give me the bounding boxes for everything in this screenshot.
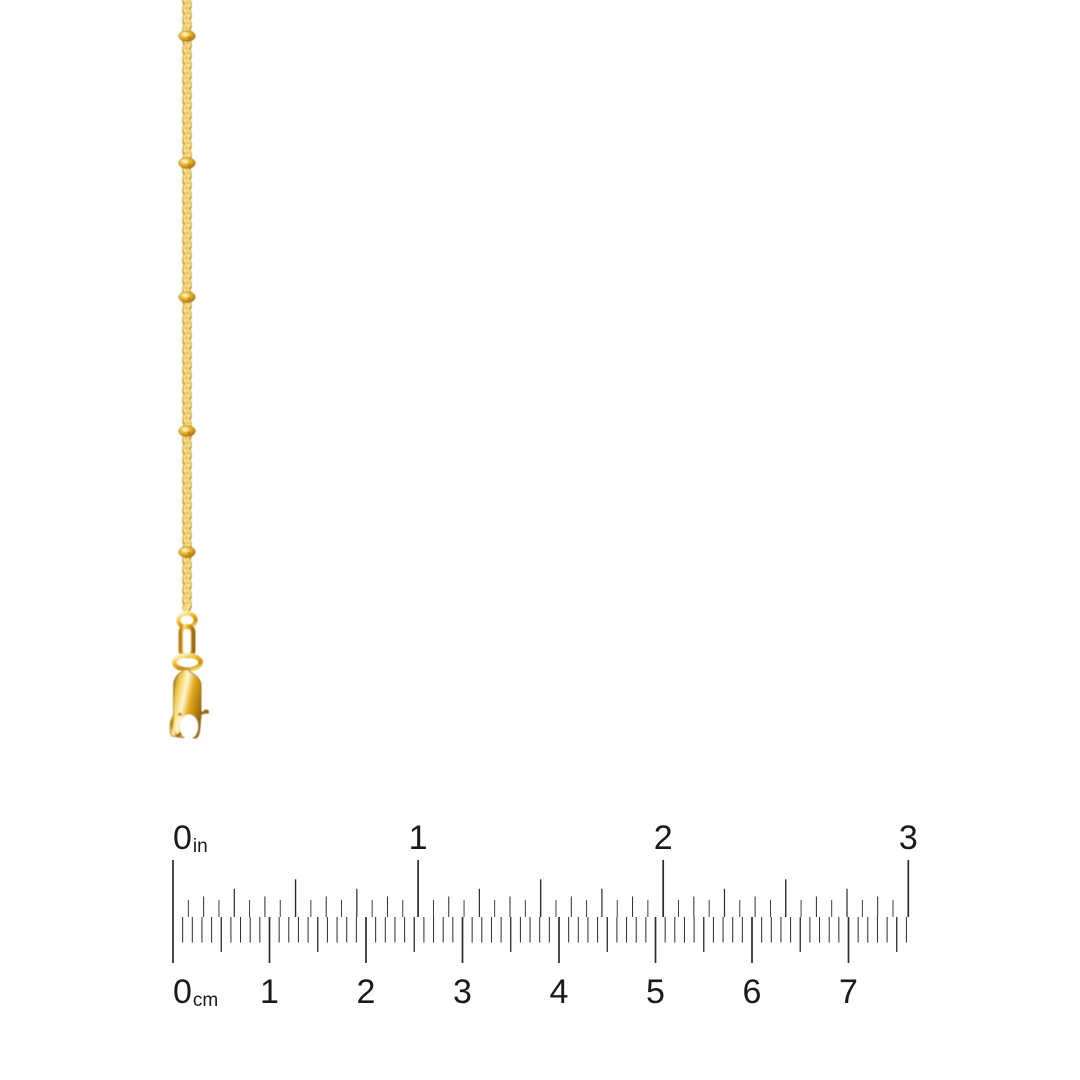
svg-text:1: 1 (260, 973, 279, 1011)
svg-text:0cm: 0cm (173, 973, 218, 1011)
svg-text:2: 2 (357, 973, 376, 1011)
svg-text:5: 5 (646, 973, 665, 1011)
svg-text:0in: 0in (173, 819, 208, 857)
svg-text:7: 7 (839, 973, 858, 1011)
svg-text:4: 4 (550, 973, 569, 1011)
svg-text:6: 6 (743, 973, 762, 1011)
svg-text:3: 3 (453, 973, 472, 1011)
svg-text:3: 3 (899, 819, 918, 857)
svg-text:1: 1 (409, 819, 428, 857)
svg-text:2: 2 (654, 819, 673, 857)
